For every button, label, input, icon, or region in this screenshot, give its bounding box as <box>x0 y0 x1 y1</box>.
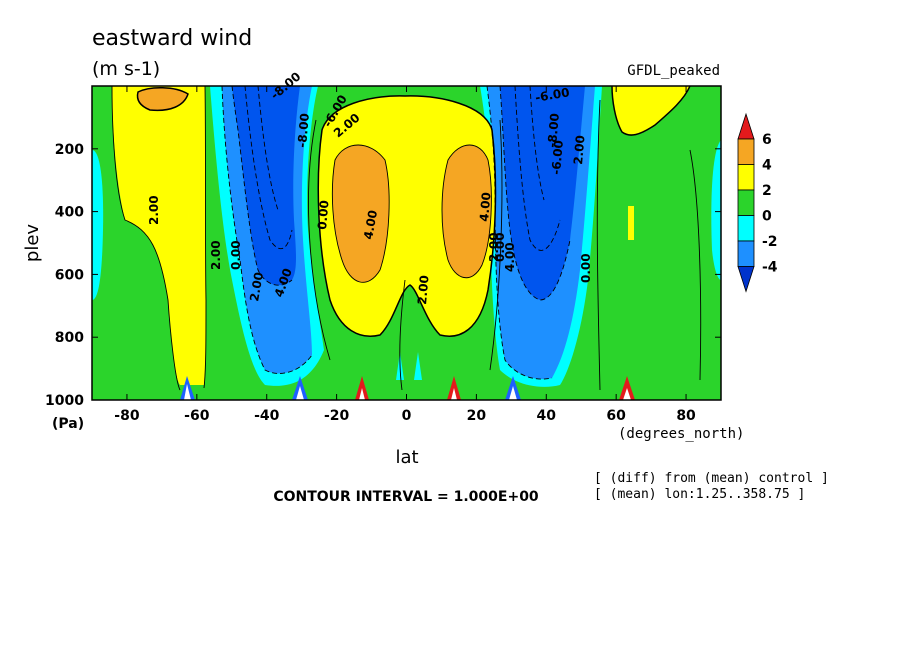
contour-label: 0.00 <box>493 232 507 262</box>
surface-spike <box>414 352 422 380</box>
contour-interval: CONTOUR INTERVAL = 1.000E+00 <box>273 489 539 505</box>
contour-label: 2.00 <box>209 240 223 270</box>
y-axis-label: plev <box>22 224 43 263</box>
contour-label: -8.00 <box>295 113 312 149</box>
colorbar-label: 4 <box>762 158 772 174</box>
fill-left-edge-cyan <box>92 150 104 300</box>
colorbar-swatch <box>737 240 755 267</box>
contour-fill <box>92 86 721 400</box>
colorbar-label: -4 <box>762 260 778 276</box>
x-tick-label: 0 <box>402 408 412 424</box>
fill-north-jet-orange <box>442 145 492 278</box>
contour-label: 2.00 <box>147 195 161 225</box>
x-tick-label: -60 <box>184 408 210 424</box>
model-label: GFDL_peaked <box>627 63 720 79</box>
x-tick-label: -80 <box>114 408 140 424</box>
contour-label: -6.00 <box>534 85 570 105</box>
surface-spike <box>451 388 457 400</box>
x-tick-label: 60 <box>606 408 626 424</box>
y-tick-label: 800 <box>55 330 84 346</box>
x-tick-label: 40 <box>537 408 557 424</box>
x-tick-label: -20 <box>324 408 350 424</box>
colorbar-swatch <box>737 189 755 216</box>
surface-spike <box>184 384 191 400</box>
fill-south-yellow <box>112 86 206 385</box>
fill-north-yellow <box>612 86 690 136</box>
contour-lines-negative <box>221 86 571 380</box>
colorbar-swatch <box>737 164 755 191</box>
contour-label: 2.00 <box>571 135 588 166</box>
contour-label: 2.00 <box>415 275 432 306</box>
x-tick-label: 80 <box>676 408 696 424</box>
surface-spike <box>509 386 517 400</box>
surface-spike <box>296 386 304 400</box>
x-axis-label: lat <box>395 447 418 468</box>
y-units-label: (Pa) <box>52 416 84 432</box>
contour-label: 0.00 <box>229 240 243 270</box>
contour-label-layer: 2.00 2.00 0.00 2.00 4.00 -8.00 -8.00 -6.… <box>147 69 593 305</box>
colorbar-label: 6 <box>762 132 772 148</box>
y-tick-label: 400 <box>55 205 84 221</box>
contour-label: 4.00 <box>477 192 494 223</box>
x-tick-label: -40 <box>254 408 280 424</box>
contour-label: 0.00 <box>315 200 332 231</box>
y-tick-label: 600 <box>55 267 84 283</box>
colorbar-label: 0 <box>762 209 772 225</box>
x-axis: -80 -60 -40 -20 0 20 40 60 80 <box>114 86 696 424</box>
colorbar-label: -2 <box>762 234 778 250</box>
contour-label: -6.00 <box>549 140 566 176</box>
y-tick-label: 200 <box>55 142 84 158</box>
x-units-label: (degrees_north) <box>618 426 744 442</box>
contour-label: -8.00 <box>545 113 562 149</box>
surface-spike <box>359 388 365 400</box>
chart-title: eastward wind <box>92 26 252 51</box>
note-mean: [ (mean) lon:1.25..358.75 ] <box>594 487 805 502</box>
colorbar-swatch <box>737 215 755 242</box>
contour-label: 2.00 <box>247 271 266 303</box>
fill-south-jet-orange <box>332 145 390 283</box>
fill-south-orange <box>137 87 188 111</box>
contour-lines <box>111 86 702 391</box>
contour-label: 0.00 <box>579 253 593 283</box>
fill-north-yellow-sliver <box>628 206 634 240</box>
x-tick-label: 20 <box>467 408 487 424</box>
units-label: (m s-1) <box>92 58 160 80</box>
colorbar-top-arrow <box>737 112 755 140</box>
contour-label: 2.00 <box>487 232 501 262</box>
contour-label: 4.00 <box>361 209 380 241</box>
colorbar: 6 4 2 0 -2 -4 <box>737 112 778 293</box>
y-axis: 200 400 600 800 1000 <box>45 142 721 409</box>
colorbar-swatch <box>737 138 755 165</box>
colorbar-bottom-arrow <box>737 266 755 293</box>
fill-south-deep <box>232 86 300 286</box>
fill-right-edge-cyan <box>711 140 721 280</box>
colorbar-label: 2 <box>762 183 772 199</box>
contour-label: 4.00 <box>503 242 517 272</box>
surface-spike <box>623 388 631 400</box>
note-diff: [ (diff) from (mean) control ] <box>594 471 829 486</box>
y-tick-label: 1000 <box>45 393 84 409</box>
